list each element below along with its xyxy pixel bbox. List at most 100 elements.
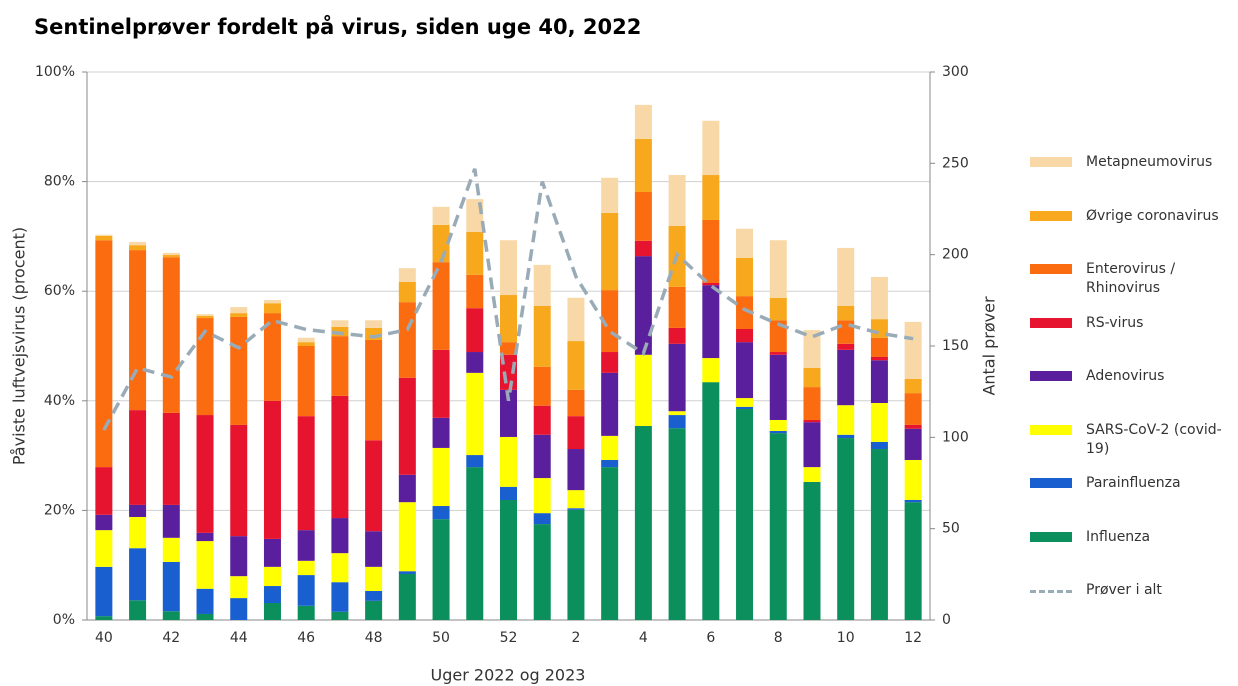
bar-segment — [803, 481, 821, 620]
bar-segment — [870, 276, 888, 320]
bar-segment — [398, 281, 416, 303]
bar-segment — [297, 416, 315, 531]
bar-segment — [769, 433, 787, 620]
y2-tick-label: 250 — [942, 155, 969, 171]
x-tick-label: 42 — [162, 630, 180, 646]
bar-segment — [567, 449, 585, 491]
bar-segment — [634, 426, 652, 620]
bar-segment — [398, 268, 416, 282]
legend-entry: Influenza — [1030, 528, 1235, 547]
bar-segment — [129, 245, 147, 251]
bar-segment — [533, 524, 551, 620]
x-tick-label: 46 — [297, 630, 315, 646]
bar-segment — [803, 419, 821, 423]
bar-segment — [904, 378, 922, 394]
bar-segment — [904, 393, 922, 425]
bar-segment — [904, 499, 922, 503]
y2-tick-label: 200 — [942, 247, 969, 263]
bar-segment — [736, 257, 754, 297]
x-tick-label: 6 — [706, 630, 715, 646]
bar-segment — [331, 582, 349, 612]
bar-segment — [668, 343, 686, 412]
bar-segment — [736, 342, 754, 399]
bar-segment — [837, 405, 855, 435]
y-tick-label: 60% — [44, 283, 75, 299]
bar-segment — [365, 440, 383, 532]
y2-tick-label: 0 — [942, 612, 951, 628]
y-tick-label: 80% — [44, 174, 75, 190]
bar-segment — [567, 341, 585, 390]
legend-label: Enterovirus / Rhinovirus — [1086, 261, 1176, 296]
bar-segment — [803, 330, 821, 368]
bar-segment — [567, 509, 585, 620]
bar-segment — [196, 415, 214, 533]
bar-segment — [601, 177, 619, 213]
bar-segment — [736, 329, 754, 343]
x-tick-label: 10 — [837, 630, 855, 646]
x-tick-label: 12 — [904, 630, 922, 646]
bar-segment — [129, 410, 147, 505]
legend-label: Influenza — [1086, 528, 1151, 545]
bar-segment — [567, 490, 585, 509]
bar-segment — [263, 538, 281, 567]
bar-segment — [702, 120, 720, 176]
bar-segment — [702, 282, 720, 286]
bar-segment — [263, 603, 281, 620]
bar-segment — [601, 290, 619, 353]
bar-segment — [567, 297, 585, 342]
x-tick-label: 40 — [95, 630, 113, 646]
bar-segment — [432, 206, 450, 225]
bar-segment — [432, 262, 450, 350]
bar-segment — [162, 252, 180, 256]
legend-entry: RS-virus — [1030, 314, 1235, 333]
bar-segment — [196, 588, 214, 614]
bar-segment — [297, 530, 315, 561]
bar-segment — [567, 416, 585, 450]
y-tick-label: 0% — [53, 612, 75, 628]
bar-segment — [129, 241, 147, 246]
bar-segment — [331, 518, 349, 554]
y-tick-label: 100% — [35, 64, 75, 80]
bar-segment — [769, 430, 787, 434]
bar-segment — [432, 506, 450, 520]
bar-segment — [500, 295, 517, 343]
bar-segment — [567, 389, 585, 417]
legend-label: Adenovirus — [1086, 368, 1165, 384]
bar-segment — [162, 255, 180, 258]
y-axis-label: Påviste luftvejsvirus (procent) — [10, 227, 29, 465]
bar-segment — [702, 285, 720, 359]
bar-segment — [297, 337, 315, 343]
x-tick-label: 2 — [571, 630, 580, 646]
bar-segment — [601, 352, 619, 373]
bar-segment — [263, 400, 281, 539]
bar-segment — [803, 367, 821, 388]
bar-segment — [837, 247, 855, 306]
bar-segment — [668, 428, 686, 620]
legend-swatch — [1030, 210, 1072, 221]
y2-tick-label: 50 — [942, 521, 960, 537]
bar-segment — [533, 305, 551, 367]
bar-segment — [162, 504, 180, 538]
x-tick-label: 50 — [432, 630, 450, 646]
bar-segment — [162, 257, 180, 413]
bar-segment — [736, 228, 754, 258]
legend-swatch — [1030, 317, 1072, 328]
bar-segment — [870, 337, 888, 357]
bar-segment — [769, 240, 787, 298]
bar-segment — [769, 320, 787, 353]
legend-entry: Enterovirus / Rhinovirus — [1030, 260, 1235, 298]
x-tick-label: 52 — [500, 630, 518, 646]
x-tick-label: 8 — [774, 630, 783, 646]
legend-label: Parainfluenza — [1086, 475, 1181, 491]
bar-segment — [95, 240, 113, 468]
bar-segment — [634, 104, 652, 139]
bar-segment — [702, 175, 720, 220]
bar-segment — [297, 575, 315, 606]
x-tick-label: 4 — [639, 630, 648, 646]
bar-segment — [803, 422, 821, 468]
bar-segment — [297, 560, 315, 576]
x-tick-label: 48 — [365, 630, 383, 646]
bar-segment — [668, 286, 686, 328]
bar-segment — [533, 264, 551, 306]
bar-segment — [331, 611, 349, 620]
